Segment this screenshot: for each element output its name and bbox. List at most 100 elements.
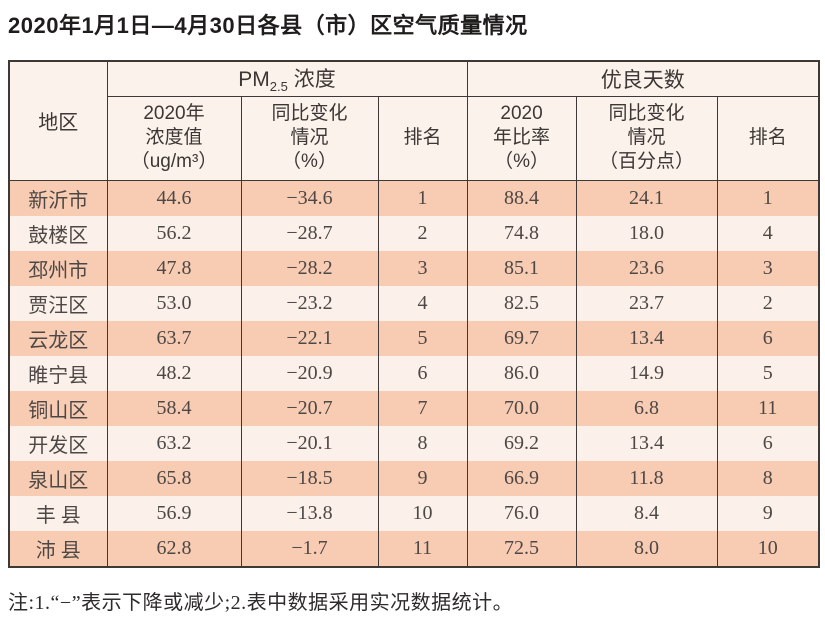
table-row: 新沂市 44.6 −34.6 1 88.4 24.1 1	[8, 180, 820, 216]
table-row: 开发区 63.2 −20.1 8 69.2 13.4 6	[8, 425, 820, 461]
cell-region: 睢宁县	[8, 355, 108, 391]
cell-pm-change: −1.7	[240, 530, 379, 567]
table-row: 泉山区 65.8 −18.5 9 66.9 11.8 8	[8, 460, 820, 496]
header-pm-value-line1: 2020年	[143, 102, 205, 124]
cell-ratio-rank: 3	[716, 250, 820, 286]
cell-pm-change: −34.6	[240, 180, 379, 216]
header-pm-change-line3: （%）	[282, 151, 337, 173]
cell-pm-rank: 8	[377, 425, 468, 461]
cell-pm-value: 44.6	[106, 180, 242, 216]
cell-ratio-rank: 1	[716, 180, 820, 216]
cell-ratio-rank: 6	[716, 320, 820, 356]
header-ratio-change: 同比变化 情况 （百分点）	[575, 96, 718, 181]
cell-region: 开发区	[8, 425, 108, 461]
header-good-days-group: 优良天数	[466, 61, 820, 97]
cell-region: 泉山区	[8, 460, 108, 496]
header-pm-value: 2020年 浓度值 （ug/m³）	[106, 96, 242, 181]
page-title: 2020年1月1日—4月30日各县（市）区空气质量情况	[8, 13, 528, 38]
header-sub-row: 2020年 浓度值 （ug/m³） 同比变化 情况 （%） 排名 2020 年比…	[9, 96, 820, 181]
cell-pm-change: −20.9	[240, 355, 379, 391]
pm25-label-suffix: 浓度	[287, 68, 336, 92]
cell-ratio-rank: 10	[716, 530, 820, 567]
cell-pm-rank: 2	[377, 215, 468, 251]
cell-pm-value: 48.2	[106, 355, 242, 391]
header-ratio-change-line1: 同比变化	[608, 102, 685, 124]
table-row: 邳州市 47.8 −28.2 3 85.1 23.6 3	[8, 250, 820, 286]
cell-ratio-rank: 8	[716, 460, 820, 496]
pm25-label-prefix: PM	[238, 68, 270, 92]
cell-pm-rank: 7	[377, 390, 468, 426]
table-row: 鼓楼区 56.2 −28.7 2 74.8 18.0 4	[8, 215, 820, 251]
header-ratio-change-line2: 情况	[627, 126, 666, 148]
cell-pm-value: 47.8	[106, 250, 242, 286]
cell-ratio: 76.0	[466, 495, 577, 531]
cell-pm-change: −22.1	[240, 320, 379, 356]
cell-region: 邳州市	[8, 250, 108, 286]
cell-pm-rank: 9	[377, 460, 468, 496]
table-header: 地区 PM2.5 浓度 优良天数 2020年 浓度值 （ug/m³） 同比变化 …	[8, 61, 820, 181]
cell-ratio-change: 23.7	[575, 285, 718, 321]
cell-region: 云龙区	[8, 320, 108, 356]
table-row: 沛 县 62.8 −1.7 11 72.5 8.0 10	[8, 530, 820, 567]
pm25-label-subscript: 2.5	[269, 79, 288, 95]
cell-ratio: 69.7	[466, 320, 577, 356]
air-quality-table: 地区 PM2.5 浓度 优良天数 2020年 浓度值 （ug/m³） 同比变化 …	[8, 60, 821, 568]
cell-ratio-change: 11.8	[575, 460, 718, 496]
cell-ratio: 74.8	[466, 215, 577, 251]
header-pm-change-line2: 情况	[290, 126, 329, 148]
cell-ratio: 66.9	[466, 460, 577, 496]
cell-region: 丰 县	[8, 495, 108, 531]
cell-ratio-rank: 11	[716, 390, 820, 426]
header-pm-change: 同比变化 情况 （%）	[240, 96, 379, 181]
cell-pm-value: 53.0	[106, 285, 242, 321]
header-ratio-change-line3: （百分点）	[599, 151, 695, 173]
cell-pm-rank: 6	[377, 355, 468, 391]
cell-ratio: 82.5	[466, 285, 577, 321]
header-pm-change-line1: 同比变化	[271, 102, 348, 124]
header-pm-value-line3: （ug/m³）	[130, 151, 218, 173]
cell-pm-value: 56.9	[106, 495, 242, 531]
cell-ratio: 69.2	[466, 425, 577, 461]
cell-ratio-change: 13.4	[575, 320, 718, 356]
table-row: 铜山区 58.4 −20.7 7 70.0 6.8 11	[8, 390, 820, 426]
header-group-row: 地区 PM2.5 浓度 优良天数	[8, 61, 820, 181]
cell-region: 鼓楼区	[8, 215, 108, 251]
cell-ratio-rank: 5	[716, 355, 820, 391]
cell-ratio: 70.0	[466, 390, 577, 426]
header-ratio-rank: 排名	[716, 96, 820, 181]
cell-pm-change: −28.2	[240, 250, 379, 286]
cell-ratio: 85.1	[466, 250, 577, 286]
cell-pm-value: 63.7	[106, 320, 242, 356]
cell-pm-change: −23.2	[240, 285, 379, 321]
cell-ratio-change: 8.4	[575, 495, 718, 531]
header-ratio: 2020 年比率 （%）	[466, 96, 577, 181]
cell-ratio-change: 8.0	[575, 530, 718, 567]
cell-pm-rank: 10	[377, 495, 468, 531]
footnote: 注:1.“−”表示下降或减少;2.表中数据采用实况数据统计。	[8, 592, 514, 614]
header-pm25-group: PM2.5 浓度	[106, 61, 468, 97]
cell-pm-change: −13.8	[240, 495, 379, 531]
cell-ratio: 86.0	[466, 355, 577, 391]
cell-ratio: 88.4	[466, 180, 577, 216]
cell-region: 贾汪区	[8, 285, 108, 321]
cell-ratio-change: 23.6	[575, 250, 718, 286]
cell-ratio-change: 24.1	[575, 180, 718, 216]
header-ratio-line3: （%）	[494, 151, 549, 173]
header-pm-value-line2: 浓度值	[145, 126, 203, 148]
cell-pm-value: 65.8	[106, 460, 242, 496]
cell-ratio-change: 18.0	[575, 215, 718, 251]
cell-pm-rank: 11	[377, 530, 468, 567]
cell-pm-value: 63.2	[106, 425, 242, 461]
cell-ratio-change: 13.4	[575, 425, 718, 461]
cell-pm-change: −18.5	[240, 460, 379, 496]
cell-pm-value: 62.8	[106, 530, 242, 567]
cell-pm-change: −20.7	[240, 390, 379, 426]
table-body: 新沂市 44.6 −34.6 1 88.4 24.1 1 鼓楼区 56.2 −28.7 2 74.8 1…	[8, 180, 820, 567]
cell-pm-rank: 3	[377, 250, 468, 286]
header-ratio-line2: 年比率	[493, 126, 551, 148]
header-region: 地区	[8, 61, 108, 181]
cell-pm-value: 58.4	[106, 390, 242, 426]
cell-pm-rank: 4	[377, 285, 468, 321]
cell-ratio-rank: 6	[716, 425, 820, 461]
